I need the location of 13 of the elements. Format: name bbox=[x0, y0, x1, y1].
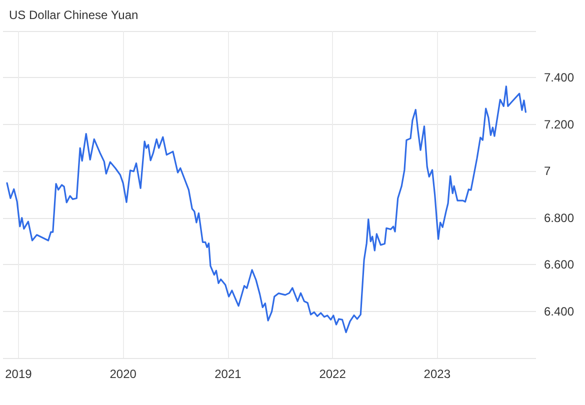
chart-title: US Dollar Chinese Yuan bbox=[9, 8, 138, 22]
y-tick-label: 7 bbox=[544, 164, 551, 178]
line-series bbox=[6, 86, 526, 334]
y-tick-label: 7.400 bbox=[544, 70, 574, 85]
y-tick-label: 6.400 bbox=[544, 304, 574, 318]
x-tick-label: 2022 bbox=[319, 367, 346, 381]
x-tick-label: 2021 bbox=[214, 367, 242, 381]
x-tick-label: 2019 bbox=[5, 367, 32, 381]
x-tick-label: 2023 bbox=[424, 367, 451, 381]
y-tick-label: 7.200 bbox=[544, 117, 574, 132]
y-tick-label: 6.800 bbox=[544, 210, 574, 225]
y-tick-label: 6.600 bbox=[544, 258, 574, 272]
x-tick-label: 2020 bbox=[110, 367, 137, 381]
